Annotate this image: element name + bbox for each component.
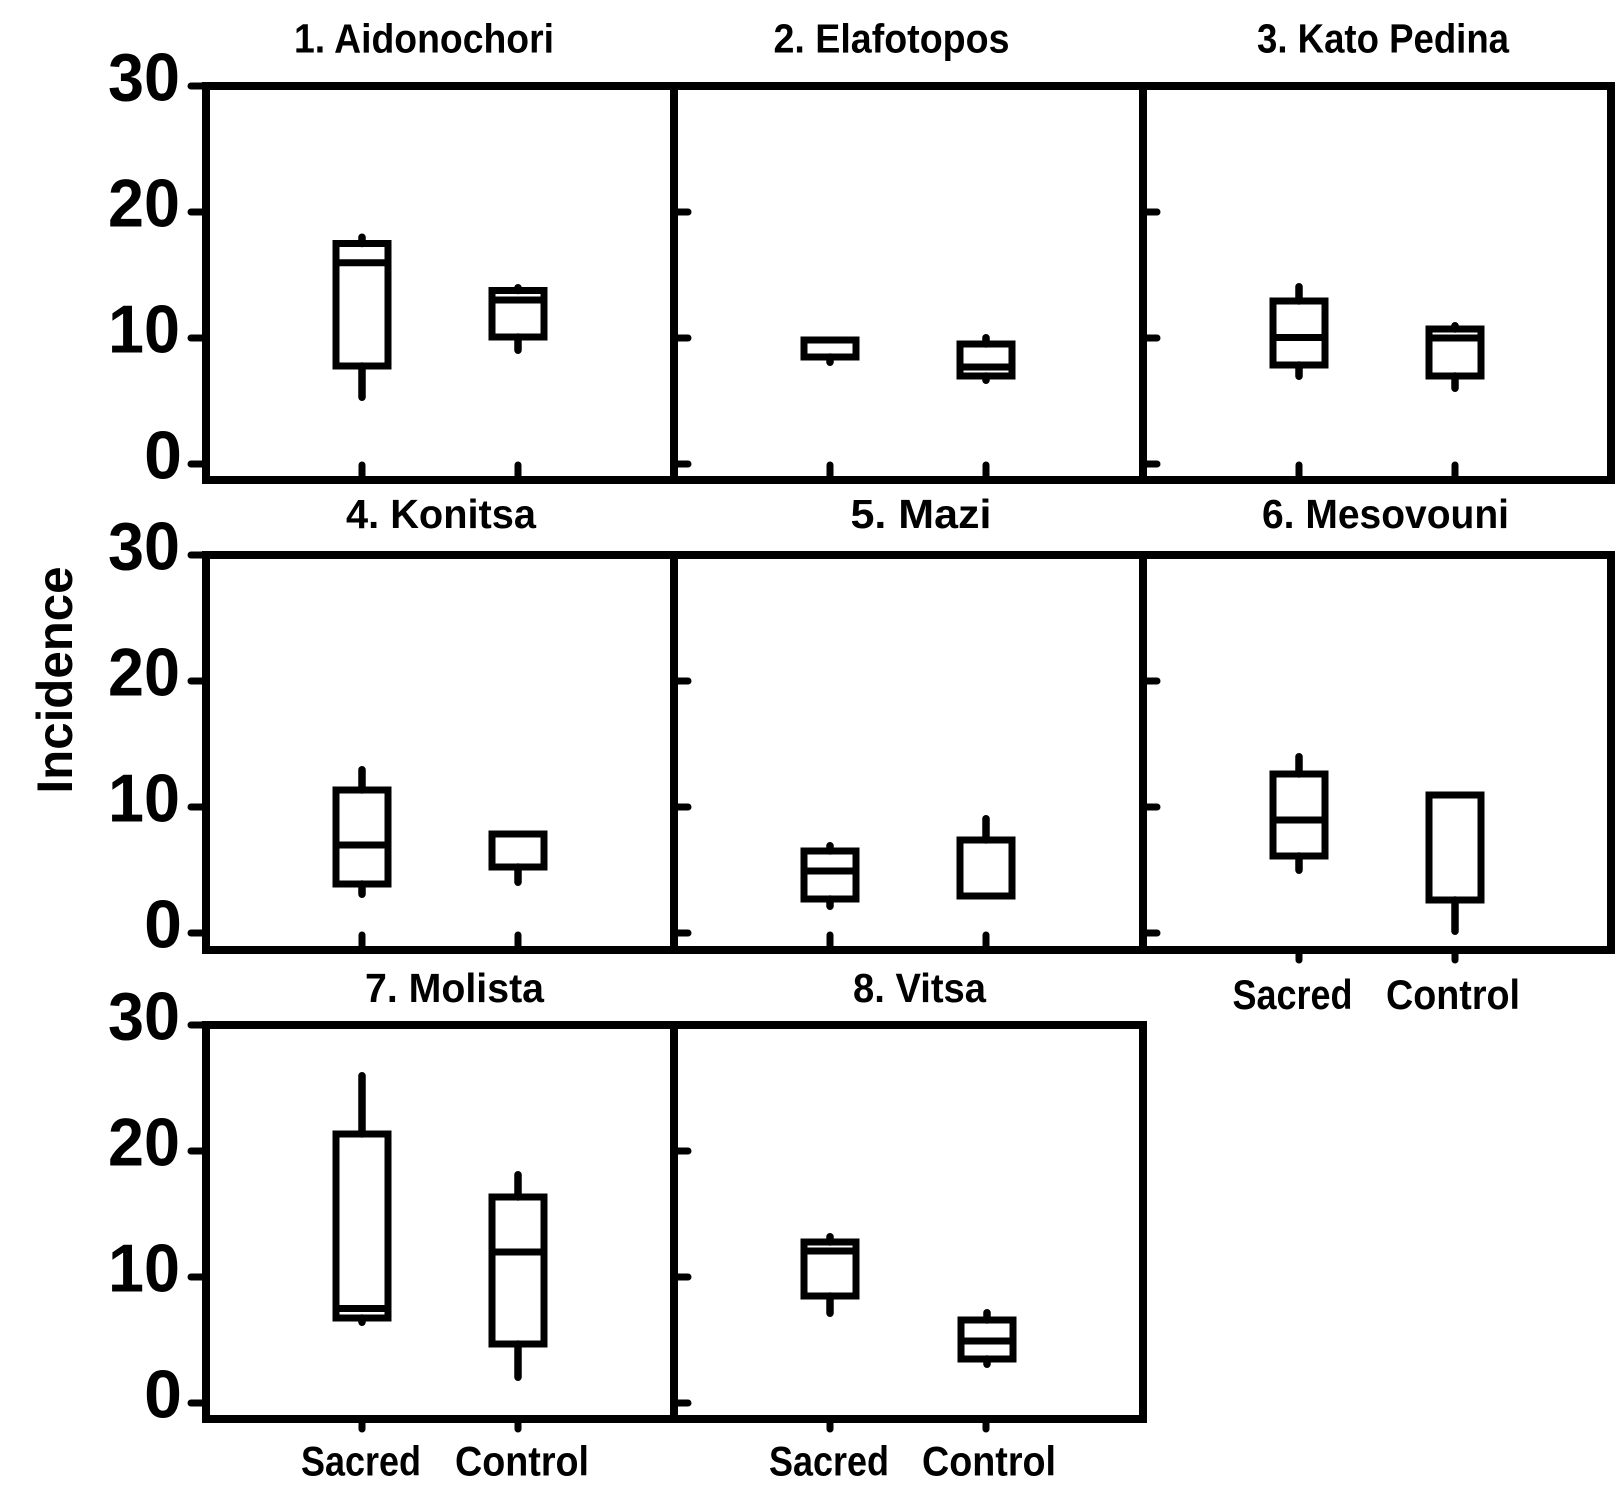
svg-text:20: 20 [108, 635, 180, 711]
svg-text:6. Mesovouni: 6. Mesovouni [1262, 491, 1509, 537]
svg-text:4. Konitsa: 4. Konitsa [346, 491, 537, 537]
svg-text:10: 10 [108, 761, 180, 837]
svg-text:Control: Control [922, 1438, 1056, 1485]
svg-text:7. Molista: 7. Molista [365, 965, 545, 1011]
svg-text:30: 30 [108, 509, 180, 585]
svg-text:0: 0 [144, 418, 182, 494]
svg-text:30: 30 [108, 979, 180, 1055]
svg-text:Sacred: Sacred [1233, 971, 1353, 1018]
svg-text:30: 30 [108, 40, 180, 116]
svg-text:20: 20 [108, 166, 180, 242]
svg-text:8. Vitsa: 8. Vitsa [853, 965, 987, 1011]
svg-text:Sacred: Sacred [301, 1438, 421, 1485]
svg-text:Incidence: Incidence [27, 567, 83, 794]
svg-text:0: 0 [144, 1357, 182, 1433]
svg-text:Control: Control [1386, 971, 1520, 1018]
svg-text:20: 20 [108, 1105, 180, 1181]
svg-text:5. Mazi: 5. Mazi [851, 491, 992, 537]
svg-text:2. Elafotopos: 2. Elafotopos [774, 16, 1010, 62]
svg-text:10: 10 [108, 292, 180, 368]
svg-text:Control: Control [455, 1438, 589, 1485]
svg-text:10: 10 [108, 1231, 180, 1307]
svg-text:0: 0 [144, 887, 182, 963]
svg-text:3. Kato Pedina: 3. Kato Pedina [1257, 16, 1510, 62]
svg-text:Sacred: Sacred [769, 1438, 889, 1485]
svg-text:1. Aidonochori: 1. Aidonochori [294, 16, 554, 62]
